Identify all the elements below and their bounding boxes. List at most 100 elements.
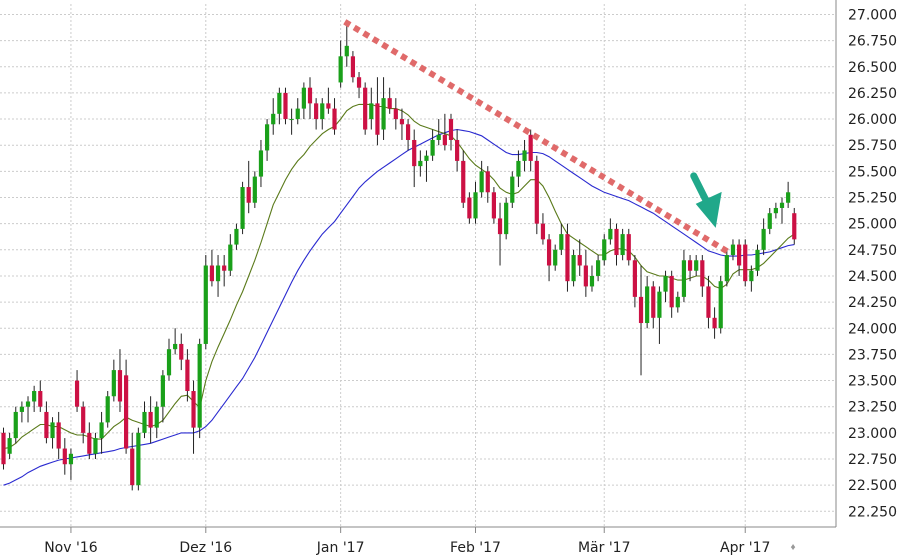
candle bbox=[694, 255, 699, 276]
candle-body-up bbox=[160, 375, 165, 407]
candle bbox=[657, 286, 662, 344]
candle bbox=[663, 270, 668, 303]
candle bbox=[767, 207, 772, 235]
candle bbox=[412, 129, 417, 188]
candle-body-up bbox=[473, 192, 478, 219]
candle bbox=[761, 218, 766, 256]
candle bbox=[743, 239, 748, 287]
candle bbox=[68, 448, 74, 480]
candle-body-up bbox=[32, 391, 37, 402]
candle bbox=[105, 391, 110, 428]
candle-body-up bbox=[301, 87, 306, 109]
candle-body-down bbox=[687, 260, 693, 271]
candle bbox=[430, 129, 435, 161]
y-tick-label: 24.250 bbox=[848, 295, 897, 311]
candle bbox=[718, 275, 723, 334]
x-tick-label: Dez '16 bbox=[179, 540, 232, 556]
candle bbox=[405, 119, 411, 151]
candle-body-up bbox=[197, 343, 202, 428]
candle bbox=[99, 411, 104, 454]
candle bbox=[559, 223, 564, 256]
candle bbox=[228, 234, 233, 276]
candle-body-up bbox=[295, 108, 300, 120]
candle-body-up bbox=[228, 244, 233, 271]
candlesticks bbox=[1, 24, 797, 491]
candle bbox=[307, 77, 313, 120]
candle-body-down bbox=[148, 411, 153, 428]
candle-body-up bbox=[786, 192, 791, 203]
candle-body-down bbox=[405, 124, 411, 140]
x-tick-label: Apr '17 bbox=[720, 540, 770, 556]
candle-body-up bbox=[13, 411, 18, 439]
y-tick-label: 26.000 bbox=[848, 112, 897, 128]
candle bbox=[399, 108, 405, 140]
candle bbox=[687, 255, 693, 282]
candle-body-up bbox=[369, 103, 374, 120]
candle-body-up bbox=[111, 370, 116, 397]
candle-body-up bbox=[657, 291, 662, 318]
candle bbox=[160, 370, 165, 423]
candle bbox=[87, 422, 92, 460]
candle bbox=[675, 291, 680, 313]
candle bbox=[356, 71, 362, 99]
x-tick-label: Feb '17 bbox=[450, 540, 501, 556]
moving-averages bbox=[3, 103, 795, 486]
candle bbox=[730, 239, 736, 261]
y-tick-label: 23.750 bbox=[848, 347, 897, 363]
candle-body-up bbox=[277, 92, 282, 114]
candle-body-down bbox=[546, 239, 552, 266]
candle-body-up bbox=[694, 260, 699, 271]
candle-body-down bbox=[448, 119, 454, 140]
candle bbox=[179, 333, 184, 371]
candle-body-up bbox=[240, 187, 245, 229]
candle bbox=[209, 249, 215, 287]
candle bbox=[277, 87, 282, 125]
candle bbox=[497, 202, 503, 266]
candle bbox=[25, 396, 31, 423]
candle-body-up bbox=[589, 275, 595, 287]
candle bbox=[681, 249, 687, 303]
candle-body-up bbox=[779, 202, 785, 208]
candle bbox=[154, 401, 159, 439]
candle-body-down bbox=[455, 139, 460, 161]
annotations bbox=[343, 19, 732, 256]
candle bbox=[246, 160, 251, 214]
candle-body-up bbox=[645, 286, 650, 324]
candle bbox=[44, 401, 49, 444]
candle bbox=[620, 228, 625, 261]
candle bbox=[320, 98, 325, 130]
y-tick-label: 25.750 bbox=[848, 138, 897, 154]
candle-body-down bbox=[314, 103, 319, 120]
candle bbox=[510, 171, 515, 208]
candle-body-down bbox=[44, 411, 49, 439]
candle-body-up bbox=[19, 406, 24, 412]
candle-body-up bbox=[522, 150, 527, 161]
candle-body-up bbox=[663, 275, 668, 292]
candle-body-down bbox=[583, 265, 588, 287]
candle-body-down bbox=[412, 139, 417, 167]
candle bbox=[436, 119, 441, 146]
candle bbox=[540, 213, 546, 245]
candle-body-up bbox=[381, 98, 386, 130]
candle bbox=[706, 275, 711, 329]
candle bbox=[74, 370, 80, 412]
candle-body-down bbox=[332, 108, 337, 130]
candle-body-down bbox=[565, 234, 570, 282]
candle bbox=[632, 255, 637, 308]
candle bbox=[614, 223, 619, 266]
candle-body-down bbox=[387, 98, 392, 109]
candle bbox=[142, 401, 147, 439]
candle bbox=[565, 223, 570, 292]
candle bbox=[148, 396, 153, 444]
candle-body-up bbox=[436, 134, 441, 140]
x-tick-label: Jan '17 bbox=[316, 540, 365, 556]
candle bbox=[301, 82, 306, 120]
candle bbox=[516, 150, 521, 188]
candle bbox=[81, 401, 86, 444]
candle-body-up bbox=[510, 176, 515, 203]
candle bbox=[473, 181, 478, 224]
candle-body-up bbox=[730, 244, 736, 256]
candle-body-down bbox=[497, 218, 503, 235]
candle bbox=[602, 234, 607, 266]
y-tick-label: 25.500 bbox=[848, 164, 897, 180]
